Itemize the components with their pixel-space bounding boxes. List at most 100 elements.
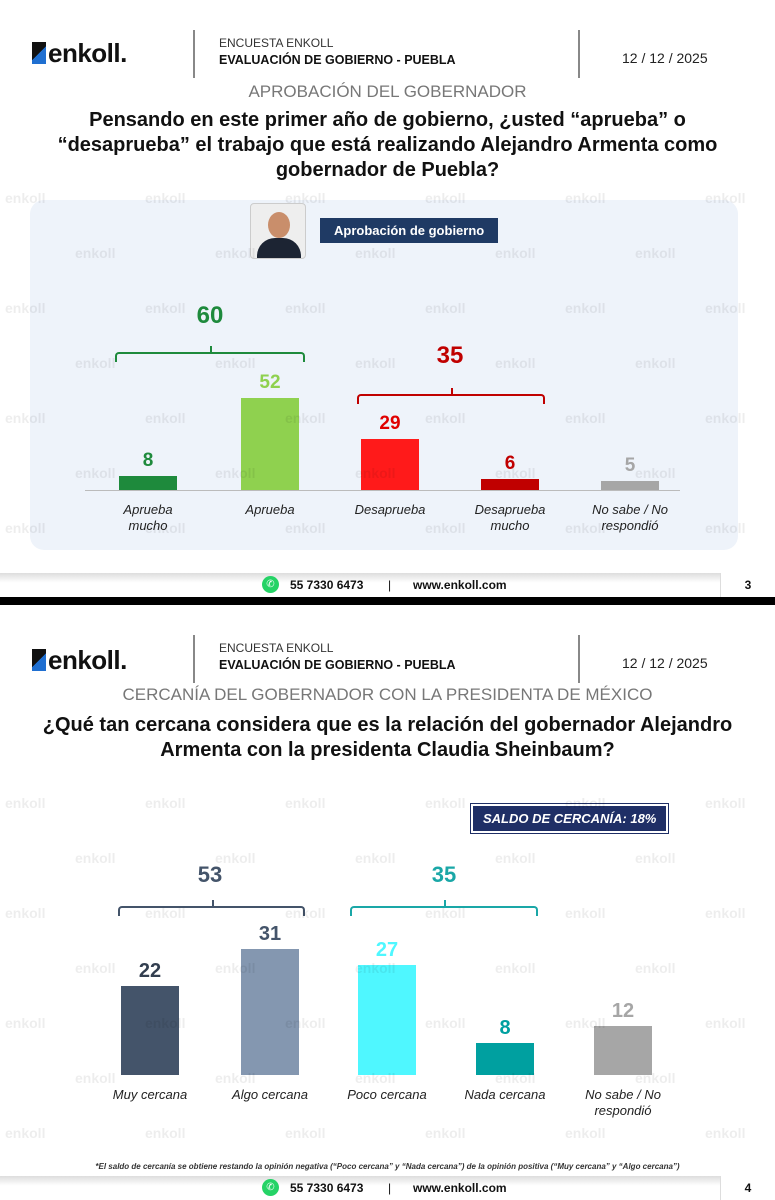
watermark: enkoll [425,905,466,921]
watermark: enkoll [565,1125,606,1141]
enkoll-logo: enkoll. [32,38,127,69]
category-label: No sabe / No respondió [585,1087,661,1118]
bar-3 [476,1042,534,1075]
website-link[interactable]: www.enkoll.com [413,578,507,592]
watermark: enkoll [215,960,256,976]
website-link[interactable]: www.enkoll.com [413,1181,507,1195]
category-label: Desaprueba [354,502,426,517]
watermark: enkoll [285,190,326,206]
watermark: enkoll [705,520,746,536]
watermark: enkoll [705,190,746,206]
page-number: 4 [720,1176,775,1200]
category-label: Desaprueba mucho [474,502,546,533]
bracket-close [118,900,305,916]
total-approve: 60 [196,302,224,329]
bar-4 [601,481,659,490]
whatsapp-icon: ✆ [262,1179,279,1196]
total-close: 53 [197,862,223,887]
watermark: enkoll [635,960,676,976]
divider [193,30,195,78]
watermark: enkoll [5,1015,46,1031]
watermark: enkoll [355,1070,396,1086]
watermark: enkoll [75,960,116,976]
category-label: Poco cercana [347,1087,427,1102]
bar-2 [361,438,419,490]
watermark: enkoll [705,300,746,316]
slide-aprobacion: enkoll. ENCUESTA ENKOLL EVALUACIÓN DE GO… [0,0,775,597]
governor-photo [250,203,306,259]
watermark: enkoll [355,850,396,866]
watermark: enkoll [215,465,256,481]
watermark: enkoll [565,905,606,921]
watermark: enkoll [635,1070,676,1086]
watermark: enkoll [285,795,326,811]
watermark: enkoll [425,1125,466,1141]
watermark: enkoll [565,410,606,426]
watermark: enkoll [145,520,186,536]
watermark: enkoll [425,410,466,426]
watermark: enkoll [285,410,326,426]
divider [193,635,195,683]
survey-label: ENCUESTA ENKOLL [219,641,334,655]
watermark: enkoll [5,905,46,921]
watermark: enkoll [145,795,186,811]
bar-3 [481,479,539,490]
bar-2 [358,965,416,1075]
watermark: enkoll [705,905,746,921]
chart-tag: Aprobación de gobierno [320,218,499,243]
data-label: 31 [258,923,282,946]
separator: | [388,578,392,592]
bar-4 [594,1026,652,1075]
data-label: 27 [375,939,399,962]
watermark: enkoll [5,190,46,206]
watermark: enkoll [355,245,396,261]
question: Pensando en este primer año de gobierno,… [57,109,718,181]
watermark: enkoll [705,410,746,426]
watermark: enkoll [285,1125,326,1141]
data-label: 52 [259,371,281,393]
survey-label: ENCUESTA ENKOLL [219,36,334,50]
divider [578,30,580,78]
watermark: enkoll [705,1015,746,1031]
watermark: enkoll [495,465,536,481]
watermark: enkoll [5,410,46,426]
watermark: enkoll [215,1070,256,1086]
watermark: enkoll [215,355,256,371]
watermark: enkoll [495,960,536,976]
divider [578,635,580,683]
bar-0 [121,985,179,1075]
data-label: 8 [142,449,154,471]
data-label: 8 [499,1016,511,1039]
watermark: enkoll [495,355,536,371]
survey-title: EVALUACIÓN DE GOBIERNO - PUEBLA [219,658,456,672]
total-disapprove: 35 [436,342,464,369]
watermark: enkoll [5,520,46,536]
phone: 55 7330 6473 [290,1181,364,1195]
watermark: enkoll [215,850,256,866]
chart-background [30,200,738,550]
watermark: enkoll [565,795,606,811]
watermark: enkoll [705,795,746,811]
category-label: Muy cercana [112,1087,188,1102]
watermark: enkoll [145,1125,186,1141]
watermark: enkoll [75,465,116,481]
watermark: enkoll [425,520,466,536]
watermark: enkoll [285,520,326,536]
watermark: enkoll [285,1015,326,1031]
data-label: 5 [624,455,636,477]
watermark: enkoll [565,520,606,536]
watermark: enkoll [285,300,326,316]
watermark: enkoll [145,190,186,206]
watermark: enkoll [565,1015,606,1031]
watermark: enkoll [705,1125,746,1141]
watermark: enkoll [215,245,256,261]
watermark: enkoll [425,795,466,811]
watermark: enkoll [5,300,46,316]
page-number: 3 [720,573,775,597]
footer: ✆ 55 7330 6473 | www.enkoll.com 4 [0,1176,775,1200]
watermark: enkoll [285,905,326,921]
watermark: enkoll [355,960,396,976]
saldo-badge: SALDO DE CERCANÍA: 18% [471,804,669,833]
watermark: enkoll [355,355,396,371]
bracket-approve [115,346,305,362]
